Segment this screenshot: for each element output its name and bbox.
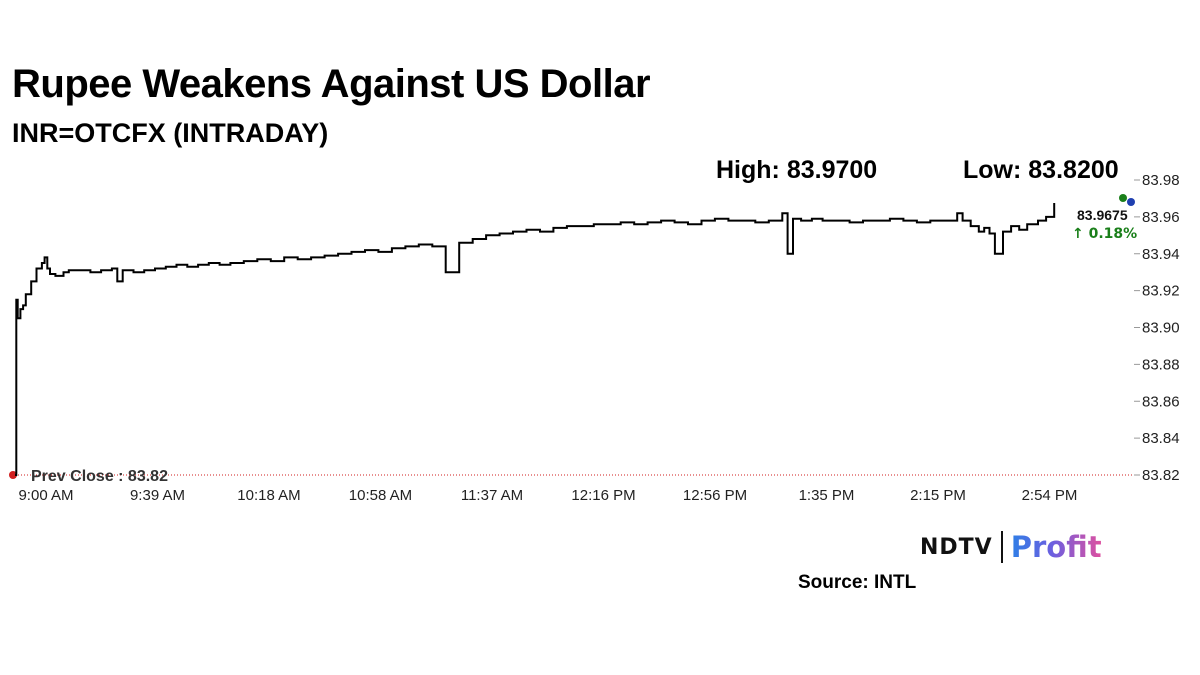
source-note: Source: INTL: [798, 572, 917, 593]
change-label: ↑ 0.18%: [1072, 226, 1137, 242]
chart-title: Rupee Weakens Against US Dollar: [12, 62, 651, 106]
y-axis: 83.98 83.96 83.94 83.92 83.90 83.88 83.86 83.84…: [1134, 172, 1180, 484]
prev-close-marker: [9, 471, 17, 479]
y-tick-label: 83.98: [1142, 172, 1180, 189]
x-tick-label: 2:15 PM: [910, 487, 966, 504]
logo-ndtv-text: NDTV: [920, 534, 993, 560]
high-stat: High: 83.9700: [716, 156, 877, 185]
y-tick-label: 83.92: [1142, 283, 1180, 300]
y-tick-label: 83.88: [1142, 356, 1180, 373]
y-tick-label: 83.82: [1142, 467, 1180, 484]
x-tick-label: 10:18 AM: [237, 487, 300, 504]
ndtv-profit-logo: NDTV Profit: [920, 530, 1102, 564]
logo-profit-text: Profit: [1010, 530, 1102, 564]
low-label: Low:: [963, 156, 1022, 184]
high-label: High:: [716, 156, 780, 184]
chart-subtitle: INR=OTCFX (INTRADAY): [12, 118, 329, 148]
x-tick-label: 9:00 AM: [18, 487, 73, 504]
x-tick-label: 11:37 AM: [461, 487, 523, 504]
prev-close-label: Prev Close : 83.82: [31, 468, 168, 485]
last-value-label: 83.9675: [1077, 207, 1128, 223]
series-line: [15, 203, 1056, 476]
x-tick-label: 1:35 PM: [799, 487, 855, 504]
x-tick-label: 10:58 AM: [349, 487, 412, 504]
y-tick-label: 83.96: [1142, 209, 1180, 226]
logo-divider: [1000, 531, 1003, 563]
y-tick-label: 83.90: [1142, 320, 1180, 337]
high-marker: [1119, 194, 1127, 202]
x-tick-label: 2:54 PM: [1022, 487, 1078, 504]
x-axis: 9:00 AM 9:39 AM 10:18 AM 10:58 AM 11:37 AM 12…: [18, 487, 1077, 504]
x-tick-label: 12:56 PM: [683, 487, 747, 504]
y-tick-label: 83.84: [1142, 430, 1180, 447]
y-tick-label: 83.94: [1142, 246, 1180, 263]
last-marker: [1127, 198, 1135, 206]
high-value: 83.9700: [786, 156, 878, 184]
y-tick-label: 83.86: [1142, 393, 1180, 410]
low-stat: Low: 83.8200: [963, 156, 1119, 185]
x-tick-label: 12:16 PM: [571, 487, 635, 504]
low-value: 83.8200: [1028, 156, 1119, 184]
x-tick-label: 9:39 AM: [130, 487, 185, 504]
